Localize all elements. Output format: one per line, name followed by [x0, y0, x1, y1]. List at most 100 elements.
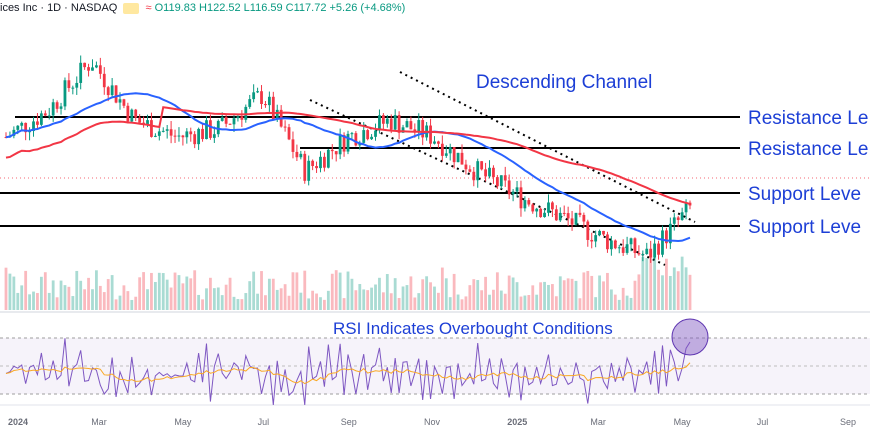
volume-bar: [425, 276, 429, 310]
volume-bar: [4, 267, 8, 310]
volume-bar: [275, 289, 279, 310]
candle-body: [319, 156, 322, 169]
candle-body: [531, 204, 535, 212]
volume-bar: [547, 284, 550, 310]
volume-bar: [672, 267, 676, 310]
volume-bar: [228, 277, 232, 310]
volume-bar: [134, 296, 138, 310]
volume-bar: [464, 296, 468, 310]
sun-icon[interactable]: [123, 2, 140, 14]
volume-bar: [264, 295, 267, 310]
volume-bar: [476, 280, 480, 310]
candle-body: [684, 202, 688, 213]
volume-bar: [586, 270, 590, 310]
volume-bar: [39, 276, 43, 310]
volume-bar: [680, 256, 684, 310]
volume-bar: [20, 285, 24, 310]
volume-bar: [366, 290, 370, 310]
candle-body: [374, 130, 377, 137]
volume-bar: [452, 273, 456, 310]
x-tick-label: 2025: [507, 417, 527, 427]
candle-body: [456, 152, 460, 163]
candle-body: [476, 161, 480, 181]
volume-bar: [602, 281, 605, 310]
volume-bar: [98, 285, 102, 310]
volume-bar: [287, 295, 291, 310]
volume-bar: [617, 299, 621, 310]
candle-body: [609, 240, 613, 250]
candle-body: [271, 96, 275, 120]
volume-bar: [51, 280, 55, 310]
candle-body: [201, 128, 204, 140]
volume-bar: [507, 275, 511, 310]
volume-bar: [503, 293, 507, 310]
candle-body: [169, 129, 173, 136]
volume-bar: [47, 292, 51, 310]
symbol-label: ices Inc · 1D · NASDAQ: [0, 2, 118, 14]
candle-body: [413, 129, 417, 132]
candle-body: [444, 153, 448, 156]
volume-bar: [381, 292, 385, 310]
candle-body: [653, 243, 657, 258]
candle-body: [464, 164, 468, 170]
volume-bar: [181, 283, 185, 310]
volume-bar: [558, 276, 562, 310]
volume-bar: [421, 279, 425, 310]
volume-bar: [393, 278, 397, 310]
candle-body: [590, 239, 594, 242]
x-tick-label: Jul: [258, 417, 270, 427]
volume-bar: [220, 295, 224, 310]
candle-body: [452, 147, 456, 163]
candle-body: [122, 99, 126, 106]
candle-body: [488, 167, 491, 177]
candle-body: [668, 223, 672, 244]
channel-label: Descending Channel: [476, 72, 652, 93]
candle-body: [326, 149, 330, 168]
volume-bar: [370, 287, 373, 310]
candle-body: [114, 85, 118, 103]
candle-body: [330, 149, 334, 152]
volume-bar: [362, 289, 366, 310]
volume-bar: [67, 286, 71, 310]
volume-bar: [661, 275, 664, 310]
candle-body: [311, 160, 315, 167]
volume-bar: [260, 271, 263, 310]
volume-bar: [338, 272, 342, 310]
channel-upper: [399, 71, 696, 223]
chart-header: ices Inc · 1D · NASDAQ ≈ O119.83 H122.52…: [0, 2, 405, 14]
volume-bar: [83, 289, 87, 310]
candle-body: [421, 120, 425, 138]
candle-body: [389, 118, 393, 130]
volume-bar: [448, 297, 452, 310]
candle-body: [197, 128, 201, 145]
volume-bar: [574, 280, 578, 310]
volume-bar: [79, 280, 83, 310]
volume-bar: [106, 279, 110, 310]
volume-bar: [91, 289, 94, 310]
volume-bar: [102, 292, 106, 310]
candle-body: [503, 175, 507, 181]
volume-bar: [185, 276, 189, 310]
candle-body: [554, 209, 558, 221]
wave-icon[interactable]: ≈: [145, 2, 152, 15]
candle-body: [378, 115, 381, 131]
volume-bar: [110, 275, 114, 310]
x-tick-label: Jul: [757, 417, 769, 427]
candle-body: [323, 156, 326, 168]
x-tick-label: Sep: [341, 417, 357, 427]
x-axis: 2024 Mar May Jul Sep Nov 2025 Mar May Jul Sep: [8, 417, 856, 427]
volume-bar: [122, 285, 126, 310]
volume-bar: [114, 299, 118, 310]
volume-bar: [205, 288, 208, 310]
volume-bar: [24, 270, 28, 310]
volume-bar: [197, 294, 201, 310]
candle-body: [205, 120, 208, 140]
candle-body: [224, 117, 228, 124]
candle-body: [637, 253, 641, 255]
candle-body: [633, 238, 637, 254]
volume-bar: [523, 295, 527, 310]
volume-bars: [4, 250, 692, 310]
candle-body: [185, 131, 189, 138]
volume-bar: [189, 278, 193, 310]
